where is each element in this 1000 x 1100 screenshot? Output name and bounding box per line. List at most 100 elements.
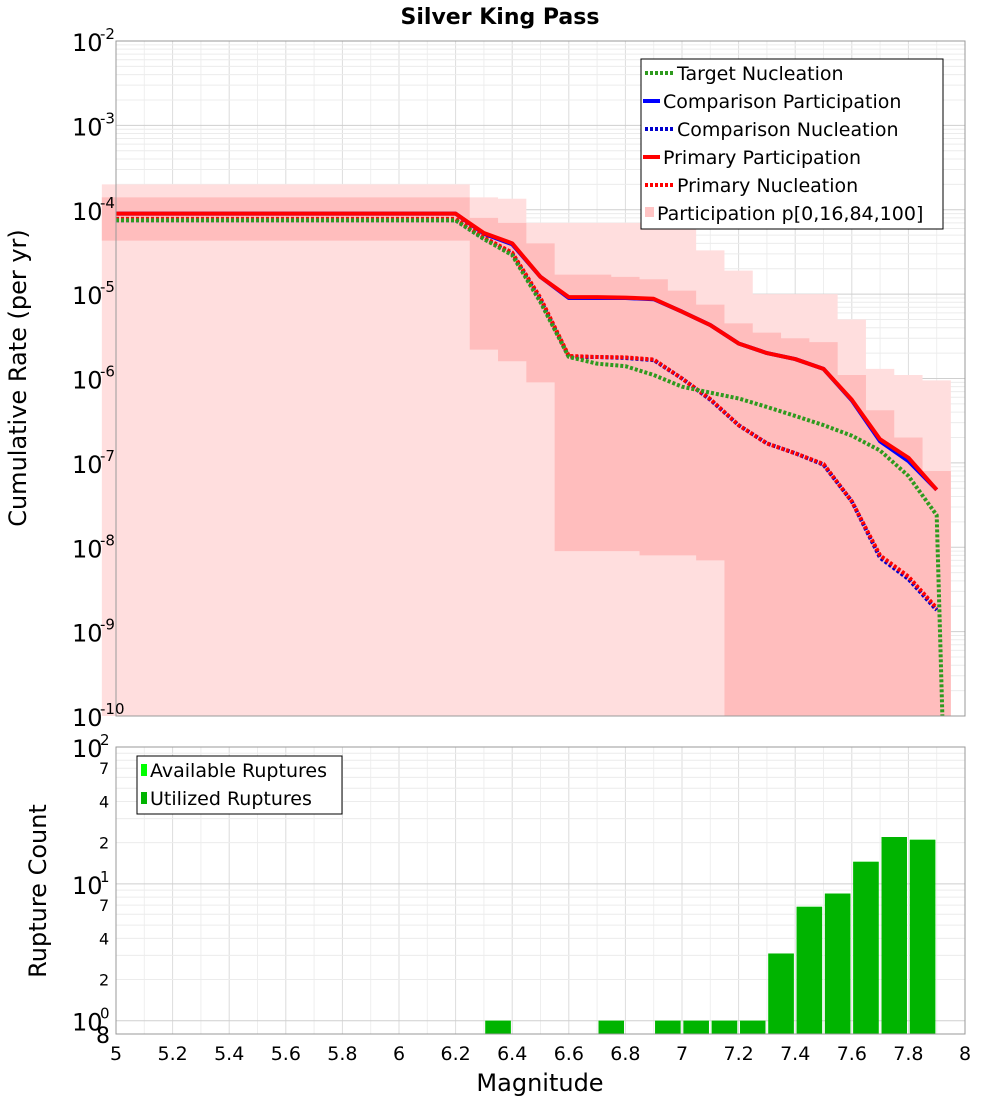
magnitude-x-tick-label: 5.6 [271,1043,301,1065]
rupture-y-tick-label: 10 [72,872,103,900]
rupture-y-minor-tick-label: 8 [96,1024,110,1049]
bar-utilized-ruptures [796,906,823,1034]
rate-y-tick-label: 10 [72,367,103,395]
legend-swatch-participation-bands [645,207,654,217]
magnitude-x-tick-label: 7 [676,1043,688,1065]
rate-y-tick-label: 10 [72,198,103,226]
rate-y-tick-exponent: -7 [100,447,115,465]
legend-item-target-nucleation: Target Nucleation [645,63,844,85]
band-inner-p16-p84 [101,197,951,717]
magnitude-x-tick-label: 5.8 [327,1043,357,1065]
magnitude-x-tick-label: 5.4 [214,1043,244,1065]
rupture-legend-box [136,755,343,815]
legend-item-comparison-participation: Comparison Participation [643,91,901,113]
legend-label-comparison-participation: Comparison Participation [663,91,901,113]
legend-item-primary-nucleation: Primary Nucleation [645,175,858,197]
bar-utilized-ruptures [853,861,879,1034]
legend-label-utilized-ruptures: Utilized Ruptures [150,788,312,810]
rupture-y-tick-exponent: 1 [100,868,110,886]
magnitude-x-tick-label: 5 [110,1043,122,1065]
rate-y-tick-label: 10 [72,451,103,479]
bar-utilized-ruptures [485,1020,511,1034]
rate-y-tick-exponent: -5 [100,278,115,296]
magnitude-x-tick-label: 7.2 [723,1043,753,1065]
magnitude-x-tick-label: 7.4 [780,1043,810,1065]
magnitude-x-tick-label: 6.4 [497,1043,527,1065]
rate-y-tick-exponent: -4 [100,194,115,212]
rate-y-tick-exponent: -10 [100,700,125,718]
rupture-legend: Available Ruptures Utilized Ruptures [136,755,343,815]
legend-item-available-ruptures: Available Ruptures [141,760,327,782]
rupture-y-minor-tick-label: 4 [99,792,109,811]
rate-y-tick-label: 10 [72,620,103,648]
magnitude-x-tick-label: 5.2 [157,1043,187,1065]
magnitude-x-tick-label: 6.6 [554,1043,584,1065]
rate-y-tick-label: 10 [72,704,103,732]
rate-y-tick-label: 10 [72,282,103,310]
line-primary-participation [116,211,939,492]
bar-utilized-ruptures [683,1020,709,1034]
legend-label-available-ruptures: Available Ruptures [150,760,327,782]
legend-label-primary-participation: Primary Participation [663,147,861,169]
rate-y-tick-exponent: -8 [100,531,115,549]
rate-plot-frame [115,40,966,717]
legend-item-primary-participation: Primary Participation [643,147,861,169]
rate-series-lines [116,211,945,717]
legend-label-comparison-nucleation: Comparison Nucleation [677,119,899,141]
legend-label-target-nucleation: Target Nucleation [676,63,844,85]
bar-utilized-ruptures [824,893,851,1034]
rate-y-tick-label: 10 [72,113,103,141]
legend-item-comparison-nucleation: Comparison Nucleation [645,119,899,141]
magnitude-x-tick-label: 8 [959,1043,971,1065]
bar-utilized-ruptures [711,1020,738,1034]
legend-label-participation-bands: Participation p[0,16,84,100] [657,203,923,225]
rate-y-tick-exponent: -9 [100,616,115,634]
rupture-y-minor-tick-label: 2 [99,834,109,853]
rupture-y-tick-exponent: 0 [100,1005,110,1023]
legend-swatch-utilized-ruptures [141,792,147,804]
rupture-y-minor-tick-label: 2 [99,971,109,990]
bar-utilized-ruptures [740,1020,766,1034]
participation-bands [101,184,951,717]
rupture-y-minor-tick-label: 7 [99,759,109,778]
bar-utilized-ruptures [655,1020,681,1034]
bar-utilized-ruptures [881,837,907,1034]
bar-utilized-ruptures [768,953,794,1034]
rate-y-tick-exponent: -2 [100,25,115,43]
rate-legend: Target Nucleation Comparison Participati… [640,58,944,230]
magnitude-x-tick-label: 7.8 [893,1043,923,1065]
line-target-nucleation [116,218,945,717]
rupture-y-axis-label: Rupture Count [24,804,52,978]
magnitude-x-tick-label: 6 [393,1043,405,1065]
magnitude-x-ticks: 5 5.2 5.4 5.6 5.8 6 6.2 6.4 6.6 6.8 7 7.2 7.4 7.6 7.8 8 [110,1043,971,1065]
chart-title: Silver King Pass [401,5,600,30]
rupture-y-tick-label: 10 [72,735,103,763]
magnitude-x-tick-label: 6.8 [610,1043,640,1065]
rupture-y-minor-tick-label: 7 [99,896,109,915]
rupture-plot-frame [115,746,966,1035]
rupture-bars [485,837,936,1034]
rate-y-tick-label: 10 [72,535,103,563]
bar-utilized-ruptures [909,839,936,1034]
rupture-y-tick-exponent: 2 [100,731,110,749]
bar-utilized-ruptures [598,1020,624,1034]
rupture-y-minor-tick-label: 4 [99,929,109,948]
rupture-y-tick-label: 10 [72,1009,103,1037]
legend-item-utilized-ruptures: Utilized Ruptures [141,788,312,810]
x-axis-label: Magnitude [476,1069,603,1097]
magnitude-x-tick-label: 6.2 [440,1043,470,1065]
magnitude-x-tick-label: 7.6 [837,1043,867,1065]
legend-swatch-available-ruptures [141,764,147,776]
rate-y-axis-label: Cumulative Rate (per yr) [4,229,32,527]
legend-item-participation-bands: Participation p[0,16,84,100] [645,203,923,225]
rate-y-tick-exponent: -3 [100,109,115,127]
rate-y-tick-exponent: -6 [100,363,115,381]
rate-y-tick-label: 10 [72,29,103,57]
rate-legend-box [640,58,944,230]
legend-label-primary-nucleation: Primary Nucleation [677,175,858,197]
